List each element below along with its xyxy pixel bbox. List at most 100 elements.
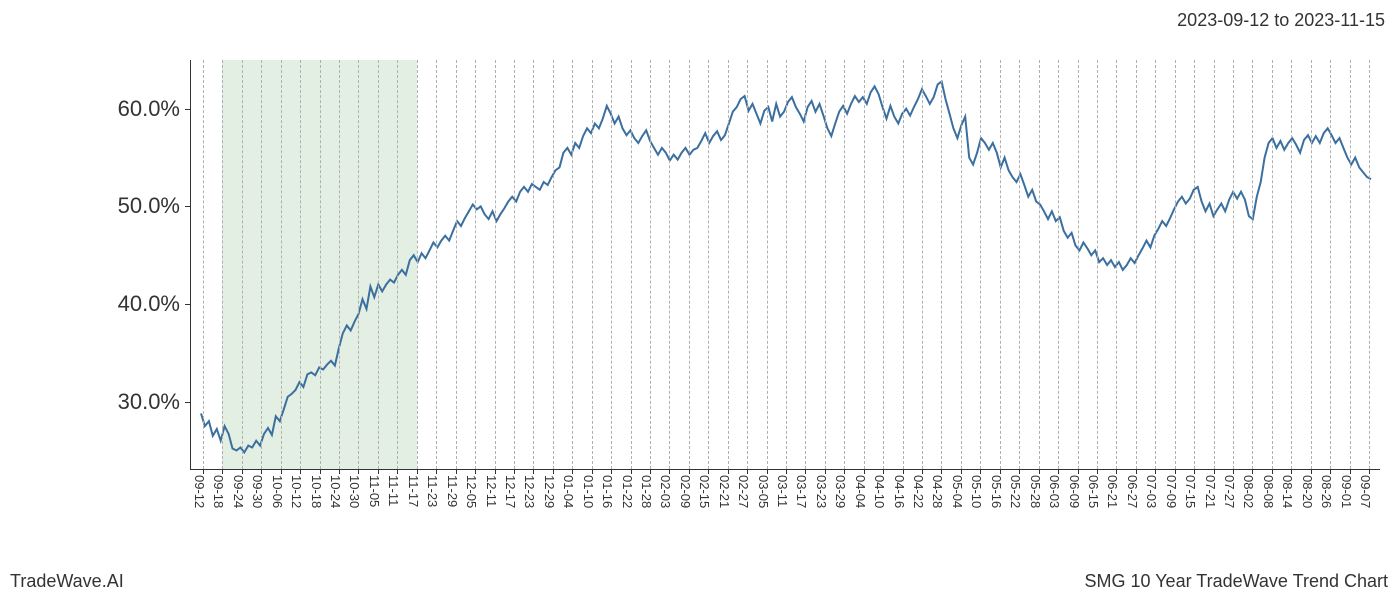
gridline — [650, 60, 651, 469]
gridline — [514, 60, 515, 469]
x-tick-mark — [203, 469, 204, 474]
gridline — [1019, 60, 1020, 469]
x-axis-label: 11-17 — [406, 475, 421, 507]
x-axis-label: 10-12 — [289, 475, 304, 508]
gridline — [397, 60, 398, 469]
x-tick-mark — [650, 469, 651, 474]
x-tick-mark — [941, 469, 942, 474]
gridline — [1155, 60, 1156, 469]
x-tick-mark — [436, 469, 437, 474]
gridline — [1330, 60, 1331, 469]
x-tick-mark — [378, 469, 379, 474]
x-tick-mark — [320, 469, 321, 474]
x-tick-mark — [825, 469, 826, 474]
gridline — [592, 60, 593, 469]
gridline — [1311, 60, 1312, 469]
x-tick-mark — [300, 469, 301, 474]
x-axis-label: 06-21 — [1105, 475, 1120, 508]
x-axis-label: 11-05 — [367, 475, 382, 507]
gridline — [922, 60, 923, 469]
x-axis-label: 01-22 — [620, 475, 635, 508]
x-axis-label: 07-21 — [1203, 475, 1218, 508]
x-tick-mark — [903, 469, 904, 474]
gridline — [1058, 60, 1059, 469]
x-tick-mark — [1000, 469, 1001, 474]
gridline — [456, 60, 457, 469]
x-axis-label: 06-03 — [1047, 475, 1062, 508]
gridline — [1097, 60, 1098, 469]
y-tick-mark — [185, 304, 191, 305]
x-axis-label: 01-10 — [581, 475, 596, 508]
x-tick-mark — [1252, 469, 1253, 474]
x-axis-label: 08-20 — [1300, 475, 1315, 508]
gridline — [203, 60, 204, 469]
y-axis-label: 50.0% — [118, 193, 180, 219]
x-axis-label: 01-28 — [639, 475, 654, 508]
x-axis-label: 04-10 — [872, 475, 887, 508]
x-axis-label: 02-15 — [697, 475, 712, 508]
x-axis-label: 01-16 — [600, 475, 615, 508]
x-axis-label: 12-05 — [464, 475, 479, 508]
x-axis-label: 06-15 — [1086, 475, 1101, 508]
gridline — [903, 60, 904, 469]
x-axis-label: 12-23 — [522, 475, 537, 508]
y-tick-mark — [185, 402, 191, 403]
x-axis-label: 09-18 — [211, 475, 226, 508]
gridline — [1291, 60, 1292, 469]
gridline — [805, 60, 806, 469]
x-axis-label: 03-17 — [794, 475, 809, 508]
x-tick-mark — [922, 469, 923, 474]
x-axis-label: 05-04 — [950, 475, 965, 508]
gridline — [1194, 60, 1195, 469]
gridline — [261, 60, 262, 469]
x-tick-mark — [533, 469, 534, 474]
gridline — [941, 60, 942, 469]
gridline — [495, 60, 496, 469]
gridline — [825, 60, 826, 469]
gridline — [222, 60, 223, 469]
gridline — [1350, 60, 1351, 469]
x-tick-mark — [980, 469, 981, 474]
x-tick-mark — [631, 469, 632, 474]
x-axis-label: 12-17 — [503, 475, 518, 508]
gridline — [844, 60, 845, 469]
x-axis-label: 10-30 — [347, 475, 362, 508]
y-axis-label: 40.0% — [118, 291, 180, 317]
gridline — [689, 60, 690, 469]
x-axis-label: 02-21 — [717, 475, 732, 508]
x-tick-mark — [1155, 469, 1156, 474]
x-axis-label: 05-10 — [969, 475, 984, 508]
x-axis-label: 09-07 — [1358, 475, 1373, 508]
gridline — [1078, 60, 1079, 469]
x-tick-mark — [805, 469, 806, 474]
x-tick-mark — [611, 469, 612, 474]
x-axis-label: 04-16 — [892, 475, 907, 508]
x-tick-mark — [281, 469, 282, 474]
x-axis-label: 12-11 — [484, 475, 499, 507]
x-axis-label: 05-28 — [1028, 475, 1043, 508]
x-axis-label: 08-02 — [1241, 475, 1256, 508]
x-tick-mark — [417, 469, 418, 474]
x-axis-label: 03-23 — [814, 475, 829, 508]
gridline — [1369, 60, 1370, 469]
x-tick-mark — [1136, 469, 1137, 474]
gridline — [883, 60, 884, 469]
x-tick-mark — [689, 469, 690, 474]
gridline — [572, 60, 573, 469]
x-tick-mark — [864, 469, 865, 474]
x-axis-label: 09-30 — [250, 475, 265, 508]
x-axis-label: 08-14 — [1280, 475, 1295, 508]
x-tick-mark — [1214, 469, 1215, 474]
x-axis-label: 07-27 — [1222, 475, 1237, 508]
y-tick-mark — [185, 206, 191, 207]
x-axis-label: 03-05 — [756, 475, 771, 508]
x-tick-mark — [1330, 469, 1331, 474]
x-axis-label: 09-12 — [192, 475, 207, 508]
x-axis-label: 11-23 — [425, 475, 440, 507]
gridline — [1233, 60, 1234, 469]
x-tick-mark — [1233, 469, 1234, 474]
gridline — [1039, 60, 1040, 469]
x-axis-label: 07-09 — [1164, 475, 1179, 508]
gridline — [747, 60, 748, 469]
x-axis-label: 08-26 — [1319, 475, 1334, 508]
